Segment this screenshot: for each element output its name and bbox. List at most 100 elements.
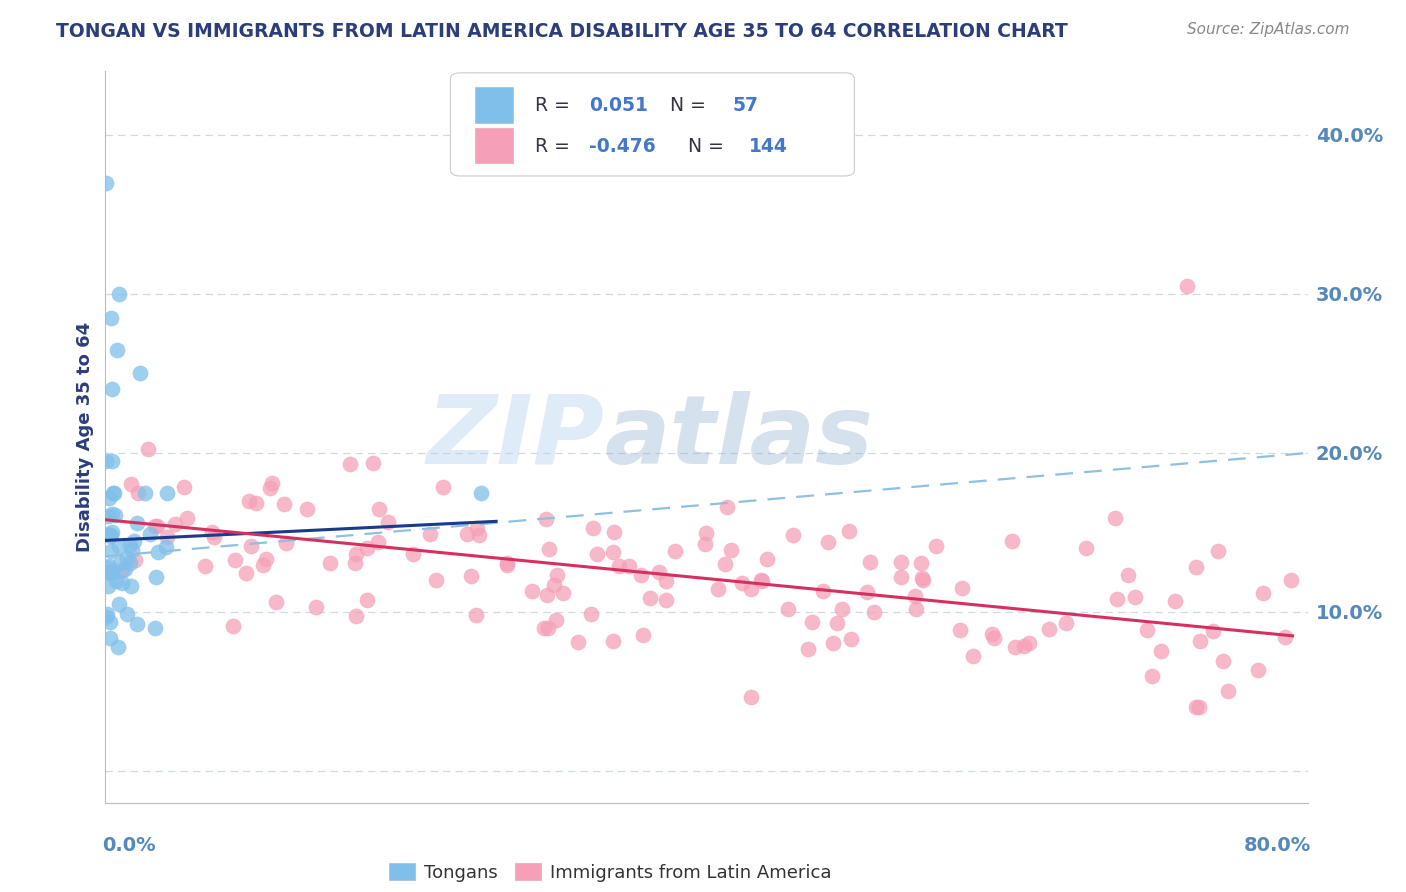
Point [97, 565, 120, 579]
Point [467, 521, 489, 535]
Point [100, 525, 122, 540]
Point [165, 516, 187, 531]
Point [100, 310, 122, 325]
Point [402, 547, 425, 561]
Point [120, 477, 142, 491]
Point [821, 636, 844, 650]
Point [104, 508, 127, 522]
Point [740, 582, 762, 597]
Point [146, 545, 169, 559]
Text: 0.0%: 0.0% [101, 836, 156, 855]
Point [460, 568, 482, 582]
Point [96, 579, 118, 593]
Point [101, 566, 124, 580]
Point [695, 525, 717, 540]
Point [1150, 644, 1173, 658]
Point [456, 527, 478, 541]
Point [344, 547, 367, 561]
Point [714, 557, 737, 571]
Point [1247, 663, 1270, 677]
Point [950, 582, 973, 596]
Point [193, 559, 215, 574]
Point [356, 593, 378, 607]
Point [1118, 568, 1140, 582]
Point [98, 615, 121, 629]
Point [98, 529, 121, 543]
Point [128, 367, 150, 381]
Point [432, 480, 454, 494]
Point [520, 583, 543, 598]
Point [751, 574, 773, 589]
Point [222, 618, 245, 632]
Point [176, 511, 198, 525]
Point [264, 595, 287, 609]
Point [107, 597, 129, 611]
Point [654, 592, 676, 607]
Point [755, 551, 778, 566]
Point [911, 573, 934, 587]
Point [831, 602, 853, 616]
Point [156, 485, 179, 500]
Point [536, 589, 558, 603]
Point [240, 539, 263, 553]
Point [201, 525, 224, 540]
Point [111, 575, 134, 590]
FancyBboxPatch shape [450, 73, 855, 176]
Point [97, 508, 120, 523]
Point [465, 608, 488, 623]
Point [224, 553, 246, 567]
Text: R =: R = [534, 95, 582, 114]
Point [344, 556, 367, 570]
Point [1004, 640, 1026, 655]
Point [533, 621, 555, 635]
Point [121, 543, 143, 558]
Point [603, 525, 626, 540]
Point [259, 481, 281, 495]
Point [273, 497, 295, 511]
Point [1054, 616, 1077, 631]
Point [1164, 593, 1187, 607]
Point [904, 601, 927, 615]
Point [638, 591, 661, 606]
Point [97, 559, 120, 574]
Point [367, 502, 389, 516]
Point [664, 544, 686, 558]
Point [537, 621, 560, 635]
Point [339, 457, 361, 471]
Point [104, 574, 127, 589]
Point [254, 551, 277, 566]
Point [582, 521, 605, 535]
Point [1202, 624, 1225, 638]
Point [108, 287, 131, 301]
Text: R =: R = [534, 137, 582, 156]
Point [127, 617, 149, 632]
Point [96, 176, 118, 190]
FancyBboxPatch shape [474, 128, 513, 162]
Point [1142, 669, 1164, 683]
Point [904, 589, 927, 603]
Point [468, 527, 491, 541]
Point [173, 480, 195, 494]
Point [118, 538, 141, 552]
Point [96, 610, 118, 624]
Point [105, 343, 128, 357]
Point [419, 527, 441, 541]
Point [707, 582, 730, 596]
Point [980, 627, 1002, 641]
Point [1105, 592, 1128, 607]
Point [115, 551, 138, 566]
Point [111, 563, 134, 577]
Point [122, 534, 145, 549]
Point [319, 556, 342, 570]
Text: 0.051: 0.051 [589, 95, 648, 114]
Point [114, 562, 136, 576]
Point [305, 600, 328, 615]
Legend: Tongans, Immigrants from Latin America: Tongans, Immigrants from Latin America [382, 855, 838, 888]
Point [749, 573, 772, 587]
Point [1104, 511, 1126, 525]
Point [143, 519, 166, 533]
Point [585, 547, 607, 561]
Point [100, 528, 122, 542]
Point [139, 526, 162, 541]
Point [425, 574, 447, 588]
